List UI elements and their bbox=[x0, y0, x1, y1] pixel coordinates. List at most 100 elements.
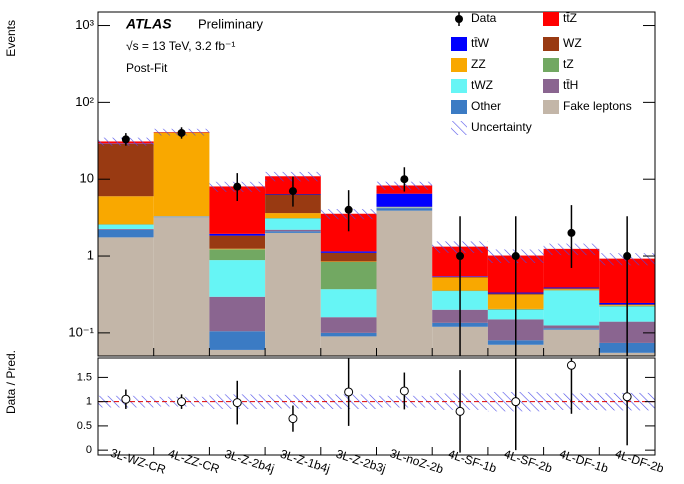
data-point bbox=[344, 205, 353, 214]
x-tick-label: 3L-noZ-2b bbox=[388, 446, 445, 477]
ratio-point bbox=[622, 392, 632, 402]
legend-swatch bbox=[543, 12, 559, 26]
bar-segment bbox=[98, 143, 154, 197]
ratio-point bbox=[566, 360, 576, 370]
x-tick-label: 3L-Z-1b4j bbox=[279, 447, 332, 476]
data-point bbox=[511, 252, 520, 261]
ratio-point bbox=[511, 397, 521, 407]
data-point bbox=[623, 252, 632, 261]
energy-label: √s = 13 TeV, 3.2 fb⁻¹ bbox=[126, 39, 235, 53]
legend-data-marker bbox=[455, 15, 463, 23]
bar-segment bbox=[543, 325, 600, 329]
data-point bbox=[400, 175, 409, 184]
ratio-y-tick-label: 0 bbox=[86, 444, 92, 456]
bar-segment bbox=[543, 290, 600, 326]
data-point bbox=[177, 128, 186, 137]
bar-segment bbox=[543, 289, 600, 291]
ratio-point bbox=[232, 398, 242, 408]
legend-label: Other bbox=[471, 99, 501, 113]
data-point bbox=[456, 252, 465, 261]
bar-segment bbox=[265, 218, 321, 219]
legend-label: ZZ bbox=[471, 57, 486, 71]
legend-label: Fake leptons bbox=[563, 99, 632, 113]
bar-segment bbox=[98, 196, 154, 225]
data-point bbox=[233, 182, 242, 191]
legend-label: tZ bbox=[563, 57, 574, 71]
ratio-point bbox=[121, 394, 131, 404]
bar-segment bbox=[320, 261, 377, 290]
legend-label: tt̄H bbox=[563, 78, 578, 92]
bar-segment bbox=[98, 224, 154, 229]
bar-segment bbox=[320, 289, 377, 318]
bar-segment bbox=[98, 224, 154, 225]
bar-segment bbox=[98, 228, 154, 230]
legend-swatch bbox=[451, 37, 467, 51]
bar-segment bbox=[209, 248, 266, 250]
legend-swatch bbox=[543, 58, 559, 72]
bar-segment bbox=[265, 229, 321, 232]
legend-swatch bbox=[543, 37, 559, 51]
legend-swatch bbox=[543, 79, 559, 93]
uncertainty-band bbox=[265, 171, 321, 182]
legend-swatch bbox=[451, 79, 467, 93]
bar-segment bbox=[153, 216, 210, 218]
fit-label: Post-Fit bbox=[126, 61, 168, 75]
bar-segment bbox=[543, 287, 600, 289]
bar-segment bbox=[320, 336, 377, 356]
ratio-axis-label: Data / Pred. bbox=[4, 350, 18, 414]
x-tick-label: 3L-Z-2b3j bbox=[334, 447, 387, 476]
bar-segment bbox=[209, 260, 266, 297]
ratio-y-tick-label: 1.5 bbox=[77, 371, 92, 383]
bar-segment bbox=[265, 232, 321, 356]
bar-segment bbox=[98, 237, 154, 356]
data-point bbox=[121, 135, 130, 144]
bar-segment bbox=[320, 252, 377, 262]
x-tick-label: 4L-DF-1b bbox=[557, 447, 610, 476]
legend-swatch bbox=[451, 58, 467, 72]
legend-label: WZ bbox=[563, 36, 582, 50]
bar-segment bbox=[265, 218, 321, 230]
x-tick-label: 3L-Z-2b4j bbox=[223, 447, 276, 476]
bar-segment bbox=[209, 233, 266, 236]
legend-uncertainty-swatch bbox=[451, 121, 467, 135]
bar-segment bbox=[209, 249, 266, 261]
bar-segment bbox=[543, 328, 600, 330]
bar-segment bbox=[320, 332, 377, 337]
ratio-point bbox=[177, 397, 187, 407]
legend-swatch bbox=[451, 100, 467, 114]
bar-segment bbox=[209, 296, 266, 332]
data-point bbox=[567, 228, 576, 237]
y-tick-label: 1 bbox=[87, 247, 94, 262]
bar-segment bbox=[543, 329, 600, 356]
bar-segment bbox=[376, 210, 433, 356]
y-axis-label: Events bbox=[4, 20, 18, 57]
bar-segment bbox=[320, 251, 377, 253]
ratio-point bbox=[288, 414, 298, 424]
legend-swatch bbox=[543, 100, 559, 114]
bar-segment bbox=[98, 229, 154, 238]
bar-segment bbox=[209, 331, 266, 350]
x-tick-label: 4L-SF-1b bbox=[446, 447, 498, 476]
bar-segment bbox=[209, 349, 266, 356]
ratio-point bbox=[455, 406, 465, 416]
y-tick-label: 10⁻¹ bbox=[68, 324, 94, 339]
data-point bbox=[288, 187, 297, 196]
x-tick-label: 4L-SF-2b bbox=[502, 447, 554, 476]
bar-segment bbox=[265, 231, 321, 233]
ratio-point bbox=[344, 387, 354, 397]
experiment-label: ATLAS bbox=[125, 16, 172, 32]
y-tick-label: 10² bbox=[75, 94, 94, 109]
bar-segment bbox=[265, 213, 321, 219]
x-tick-label: 3L-WZ-CR bbox=[109, 446, 168, 477]
bar-segment bbox=[543, 288, 600, 290]
ratio-y-tick-label: 0.5 bbox=[77, 420, 92, 432]
x-tick-label: 4L-ZZ-CR bbox=[166, 446, 221, 476]
bar-segment bbox=[376, 193, 433, 207]
bar-segment bbox=[376, 208, 433, 211]
y-tick-label: 10³ bbox=[75, 17, 94, 32]
ratio-y-tick-label: 1 bbox=[86, 396, 92, 408]
legend-label: tt̄Z bbox=[563, 11, 577, 25]
legend-label: Data bbox=[471, 11, 497, 25]
bar-segment bbox=[153, 217, 210, 356]
